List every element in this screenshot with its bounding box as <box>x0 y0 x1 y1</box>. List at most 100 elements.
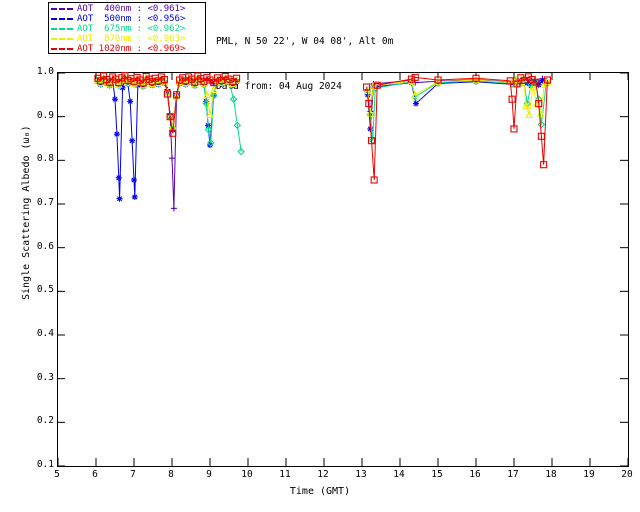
legend: AOT 400nm : <0.961> AOT 500nm : <0.956> … <box>48 2 206 54</box>
series-aot-400nm <box>94 73 550 212</box>
y-tick-label: 0.2 <box>36 415 54 427</box>
legend-item-label: AOT 870nm : <0.963> <box>77 34 186 44</box>
plot-canvas <box>57 72 629 467</box>
data-point <box>112 96 118 103</box>
data-point <box>513 80 521 88</box>
data-point <box>116 195 123 202</box>
data-point <box>173 91 181 99</box>
data-point <box>233 74 241 82</box>
data-point <box>170 205 177 212</box>
data-point <box>370 176 378 184</box>
data-point <box>204 125 213 134</box>
plot-title-line1: PML, N 50 22', W 04 08', Alt 0m <box>216 36 394 47</box>
data-point <box>537 120 546 129</box>
x-tick-label: 17 <box>507 469 519 480</box>
x-tick-label: 19 <box>583 469 595 480</box>
data-point <box>210 91 218 100</box>
y-tick-label: 0.4 <box>36 328 54 339</box>
series-aot-500nm <box>94 76 550 202</box>
x-tick-label: 10 <box>241 469 253 480</box>
data-point <box>411 73 419 81</box>
data-point <box>163 90 171 98</box>
data-point <box>369 81 378 90</box>
data-point <box>139 79 147 87</box>
data-point <box>508 95 516 103</box>
y-axis-title: Single Scattering Albedo (ω₀) <box>21 125 32 300</box>
data-point <box>411 90 420 99</box>
x-axis-tick-labels: 5 6 7 8 9 10 11 12 13 14 15 16 17 18 19 20 <box>0 470 640 484</box>
data-point <box>130 78 138 87</box>
y-tick-label: 0.5 <box>36 284 54 296</box>
series-aot-1020nm <box>94 72 551 184</box>
legend-line-swatch <box>51 28 73 30</box>
data-point <box>540 79 549 88</box>
data-point <box>233 121 242 130</box>
data-point <box>203 90 211 99</box>
data-point <box>365 100 373 108</box>
data-point <box>532 78 540 86</box>
data-point <box>200 78 208 87</box>
data-point <box>169 155 175 162</box>
y-tick-label: 0.9 <box>36 109 54 121</box>
data-point <box>190 79 199 88</box>
data-point <box>210 79 218 87</box>
y-tick-label: 1.0 <box>36 66 54 77</box>
plot-frame <box>57 72 629 467</box>
legend-item-label: AOT 400nm : <0.961> <box>77 4 186 14</box>
data-point <box>366 108 375 117</box>
x-tick-label: 5 <box>54 469 60 480</box>
legend-item-label: AOT 675nm : <0.962> <box>77 24 186 34</box>
data-point <box>206 110 214 119</box>
y-axis-title-wrap: Single Scattering Albedo (ω₀) <box>21 125 42 390</box>
plot-title-line2: Data from: 04 Aug 2024 <box>216 81 342 92</box>
data-point <box>537 132 545 140</box>
data-point <box>434 76 442 84</box>
y-tick-label: 0.7 <box>36 197 54 208</box>
data-point <box>105 79 114 88</box>
x-tick-label: 11 <box>279 469 291 480</box>
data-point <box>373 81 381 89</box>
data-point <box>113 131 120 138</box>
legend-item: AOT 870nm : <0.963> <box>51 34 205 44</box>
data-point <box>209 85 218 94</box>
data-point <box>407 75 415 83</box>
data-point <box>472 74 480 82</box>
x-axis-title: Time (GMT) <box>289 486 351 497</box>
data-point <box>166 113 174 121</box>
data-point <box>129 137 136 144</box>
legend-item-label: AOT 1020nm : <0.969> <box>77 44 186 54</box>
data-point <box>543 76 551 84</box>
x-tick-label: 20 <box>621 469 633 480</box>
data-point <box>217 77 226 86</box>
data-point <box>225 76 233 85</box>
legend-line-swatch <box>51 38 73 40</box>
data-point <box>506 77 514 85</box>
x-tick-label: 7 <box>130 469 136 480</box>
data-point <box>131 176 137 183</box>
data-point <box>115 174 122 181</box>
y-tick-label: 0.3 <box>36 371 54 383</box>
x-tick-label: 14 <box>393 469 405 480</box>
data-point <box>522 101 531 110</box>
x-tick-label: 8 <box>168 469 174 480</box>
data-point <box>217 76 225 84</box>
data-point <box>363 83 371 91</box>
data-point <box>367 137 376 145</box>
data-point <box>169 129 177 137</box>
data-point <box>237 147 245 156</box>
x-tick-label: 15 <box>431 469 443 480</box>
x-tick-label: 6 <box>92 469 98 480</box>
data-point <box>96 78 105 87</box>
data-point <box>154 78 163 87</box>
x-tick-label: 16 <box>469 469 481 480</box>
data-layer <box>57 72 629 467</box>
data-point <box>114 80 123 88</box>
data-point <box>529 82 537 91</box>
data-point <box>139 80 148 89</box>
y-tick-label: 0.1 <box>36 459 54 470</box>
legend-line-swatch <box>51 48 73 50</box>
legend-line-swatch <box>51 8 73 10</box>
data-point <box>229 95 238 103</box>
data-point <box>535 100 543 108</box>
